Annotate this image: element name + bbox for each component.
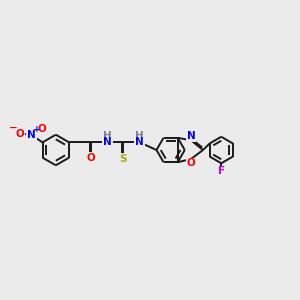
Text: H: H <box>135 131 144 141</box>
Text: O: O <box>16 128 25 139</box>
Text: H: H <box>103 131 112 141</box>
Text: O: O <box>187 158 195 169</box>
Text: O: O <box>87 153 95 163</box>
Text: S: S <box>119 154 127 164</box>
Text: N: N <box>27 130 36 140</box>
Text: N: N <box>103 137 112 147</box>
Text: +: + <box>32 125 40 134</box>
Text: F: F <box>218 167 225 176</box>
Text: −: − <box>8 123 17 133</box>
Text: O: O <box>37 124 46 134</box>
Text: N: N <box>135 137 144 147</box>
Text: N: N <box>187 131 195 141</box>
